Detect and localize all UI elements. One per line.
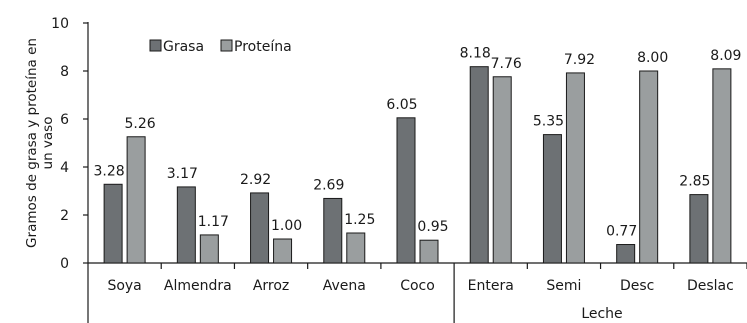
y-axis-title-line-1: Gramos de grasa y proteína en [24,38,40,248]
bar-grasa [542,134,562,264]
data-label: 7.92 [564,52,595,68]
bar-proteina [492,76,512,264]
x-category-label: Desc [620,278,654,294]
data-label: 3.28 [94,163,125,179]
x-axis: Soya Almendra Arroz Avena Coco Entera Semi Desc… [87,262,747,323]
legend-label: Proteína [234,39,292,55]
x-category-label: Soya [107,278,141,294]
bar-grasa [103,183,123,264]
data-labels: 3.28 5.26 3.17 1.17 2.92 1.00 2.69 1.25 6.05 0.95… [94,46,742,240]
x-category-label: Avena [323,278,366,294]
data-label: 0.77 [606,224,637,240]
bar-proteina [126,136,146,264]
data-label: 8.00 [637,50,668,66]
bar-grasa [689,194,709,264]
y-tick-label: 6 [60,112,69,128]
data-label: 2.85 [679,174,710,190]
data-label: 8.09 [710,48,741,64]
data-label: 8.18 [460,46,491,62]
bar-grasa [250,192,270,264]
bar-grasa [323,197,343,264]
x-category-label: Coco [400,278,435,294]
bar-proteina [419,239,439,264]
bar-proteina [712,68,732,264]
bar-proteina [273,238,293,264]
data-label: 1.00 [271,218,302,234]
bar-proteina [199,234,219,264]
y-tick-label: 0 [60,256,69,272]
data-label: 6.05 [386,97,417,113]
x-category-label: Arroz [253,278,289,294]
bar-proteina [346,232,366,264]
y-tick-label: 10 [51,16,69,32]
data-label: 3.17 [167,166,198,182]
bar-grasa [469,66,489,264]
data-label: 0.95 [417,219,448,235]
legend-swatch [149,39,162,52]
data-label: 2.92 [240,172,271,188]
y-axis: 0 2 4 6 8 10 [51,16,89,272]
legend-swatch [220,39,233,52]
legend-label: Grasa [163,39,204,55]
data-label: 1.17 [198,214,229,230]
bar-grasa [176,186,196,264]
y-axis-title: Gramos de grasa y proteína en un vaso [24,38,56,248]
x-category-label: Semi [546,278,581,294]
bar-proteina [639,70,659,264]
data-label: 5.35 [533,114,564,130]
data-label: 5.26 [125,116,156,132]
bar-grasa [396,117,416,264]
y-tick-label: 8 [60,64,69,80]
y-tick-label: 4 [60,160,69,176]
bars [103,66,732,264]
y-axis-title-line-2: un vaso [40,117,56,170]
data-label: 1.25 [344,212,375,228]
data-label: 7.76 [491,56,522,72]
y-tick-label: 2 [60,208,69,224]
legend: Grasa Proteína [149,39,292,55]
x-category-label: Almendra [164,278,232,294]
x-category-label: Entera [468,278,514,294]
x-axis-group-label: Leche [581,306,622,322]
x-category-label: Deslac [687,278,734,294]
data-label: 2.69 [313,177,344,193]
bar-proteina [565,72,585,264]
bar-grasa [616,244,636,264]
